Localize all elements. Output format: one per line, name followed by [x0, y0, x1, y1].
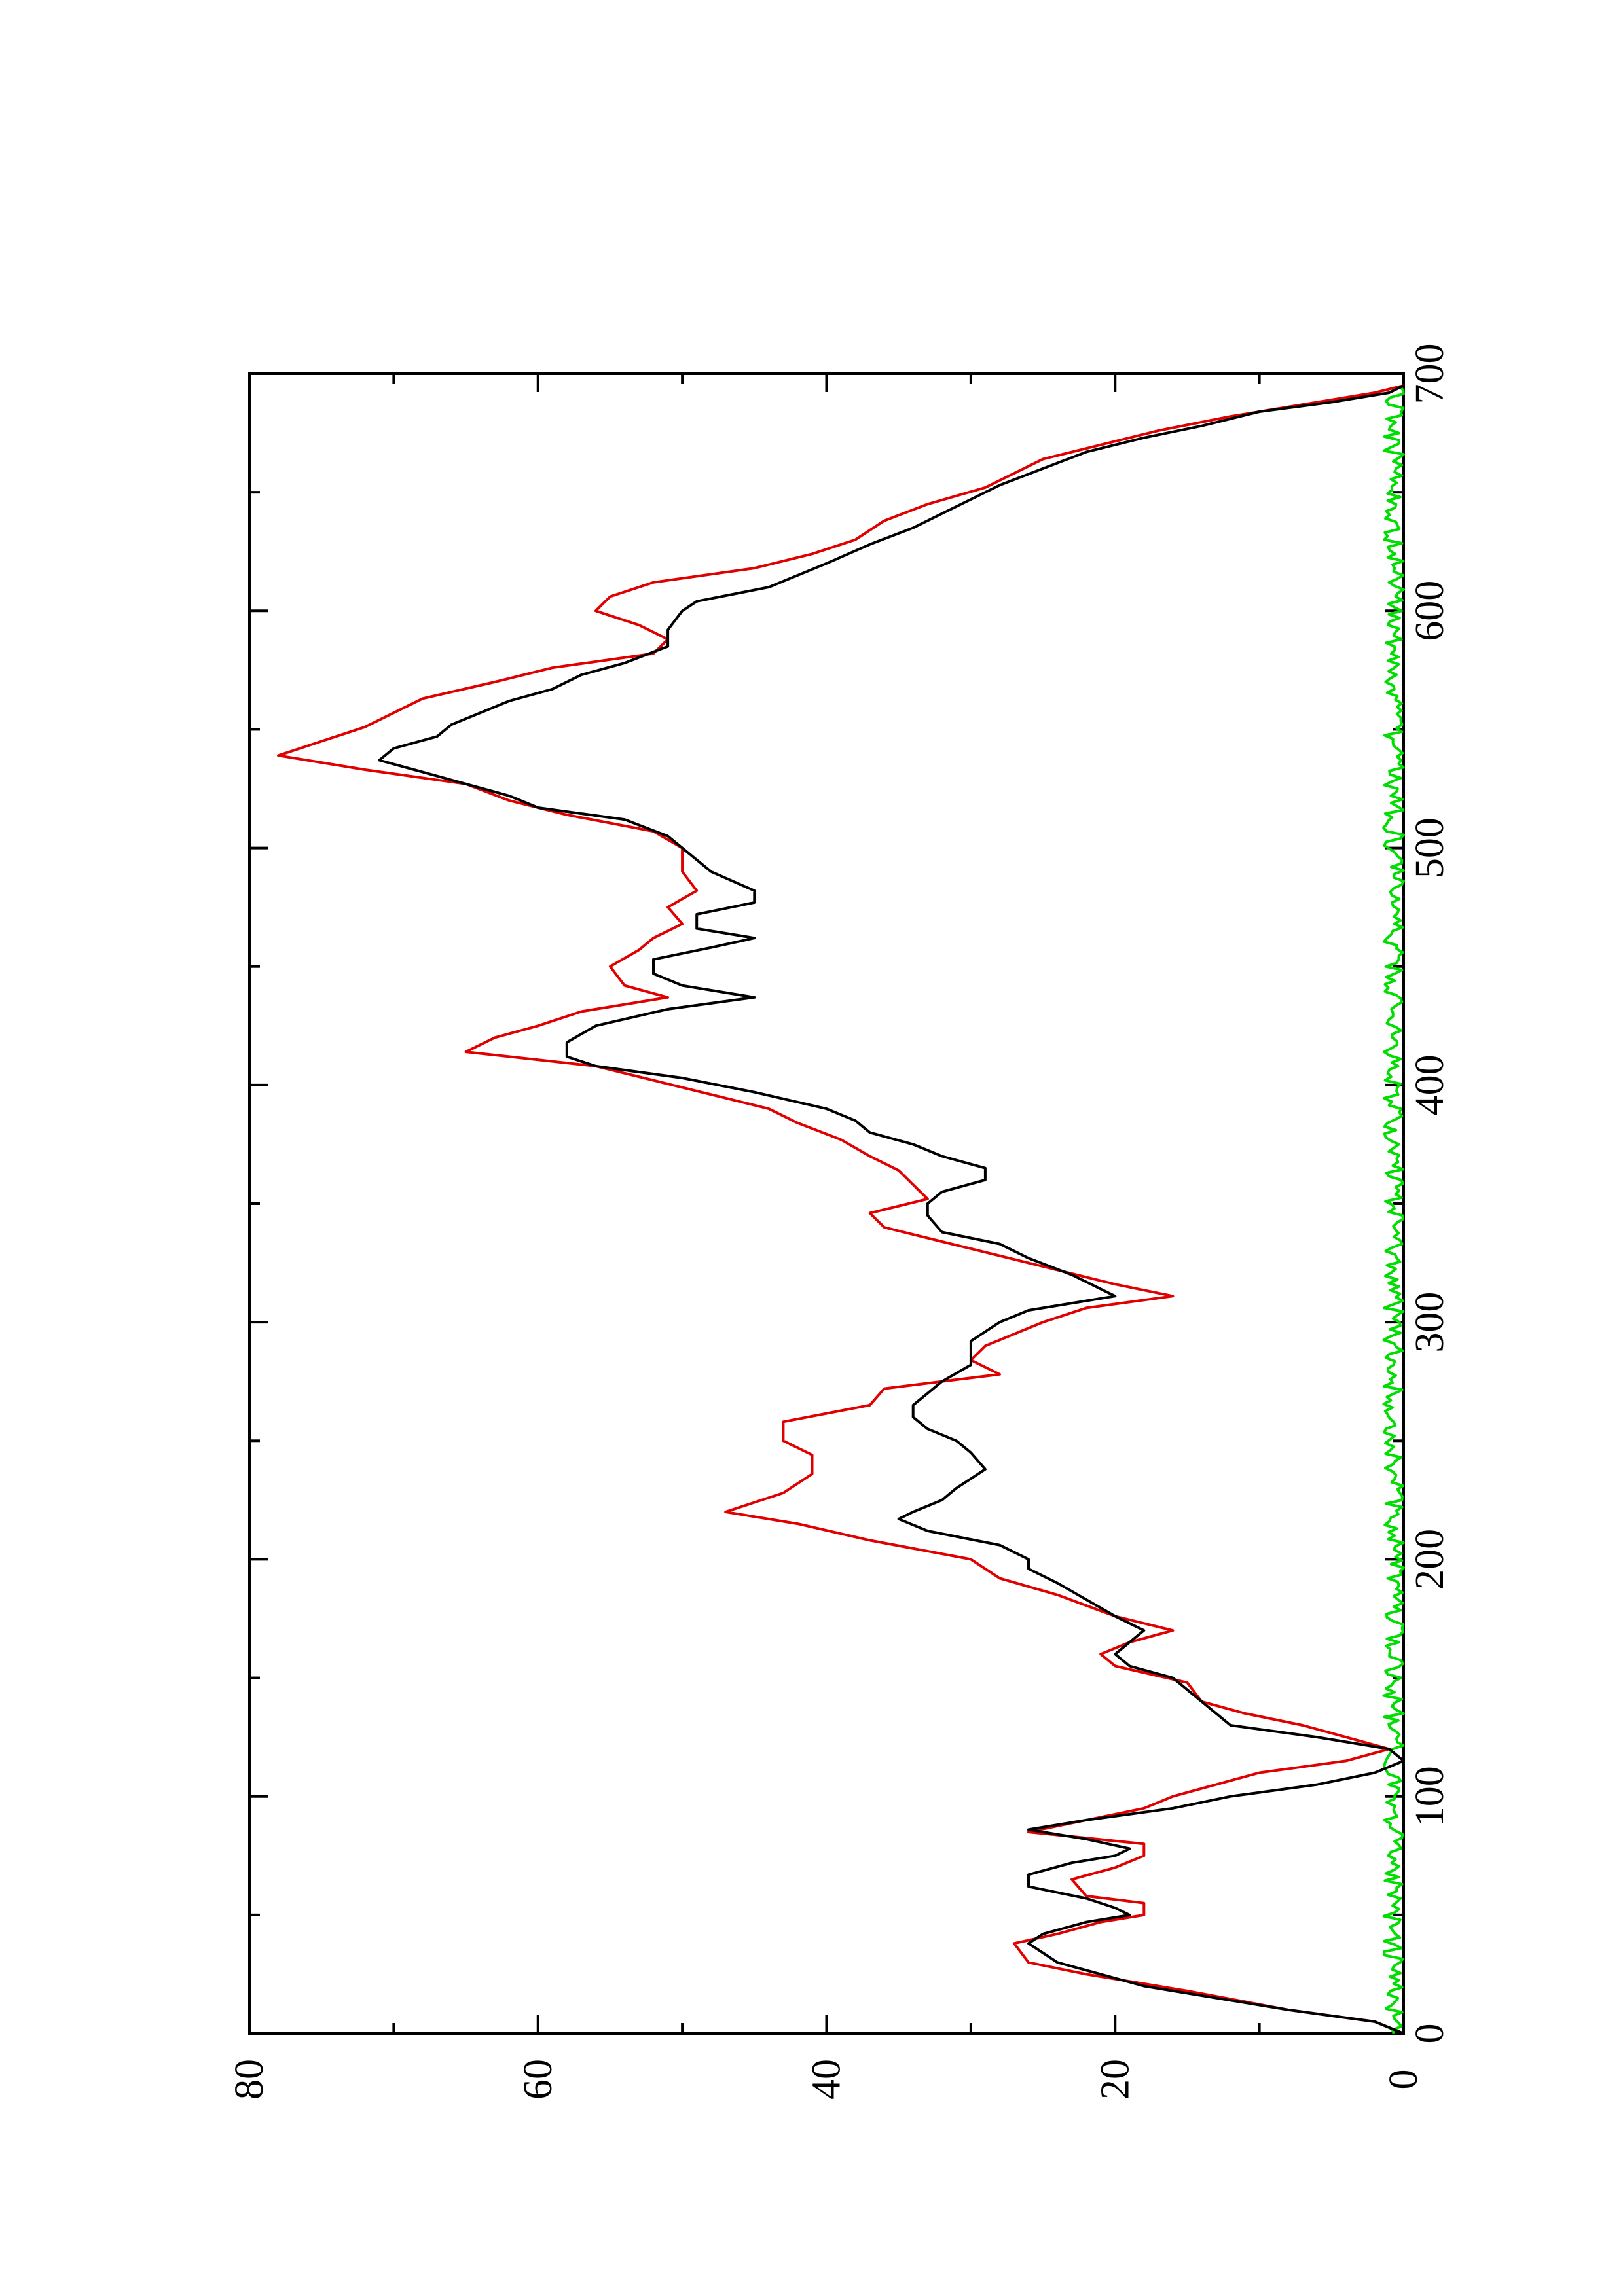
axis-ticks	[248, 372, 1405, 2035]
plot-frame	[248, 372, 1405, 2035]
x-tick-label: 500	[1408, 817, 1452, 878]
x-tick-label: 400	[1408, 1054, 1452, 1115]
x-tick-label: 200	[1408, 1529, 1452, 1590]
x-tick-label: 700	[1408, 344, 1452, 404]
y-tick-label: 60	[516, 2059, 560, 2100]
series-black-line	[378, 384, 1405, 2035]
x-tick-label: 100	[1408, 1766, 1452, 1827]
x-tick-label: 300	[1408, 1292, 1452, 1353]
series-green-group	[1382, 386, 1405, 2034]
x-tick-label: 0	[1408, 2024, 1452, 2044]
y-tick-label: 0	[1381, 2070, 1426, 2090]
series-red-group	[277, 384, 1404, 2035]
y-tick-label: 40	[805, 2059, 849, 2100]
series-green-line	[1382, 386, 1405, 2034]
y-tick-label: 20	[1093, 2059, 1137, 2100]
axis-tick-labels: 0 100 200 300 400 500 600 700 0 20 40 60 80	[227, 344, 1452, 2100]
series-red-line	[277, 384, 1404, 2035]
x-tick-label: 600	[1408, 581, 1452, 641]
y-tick-label: 80	[227, 2059, 272, 2100]
series-black-group	[378, 384, 1405, 2035]
